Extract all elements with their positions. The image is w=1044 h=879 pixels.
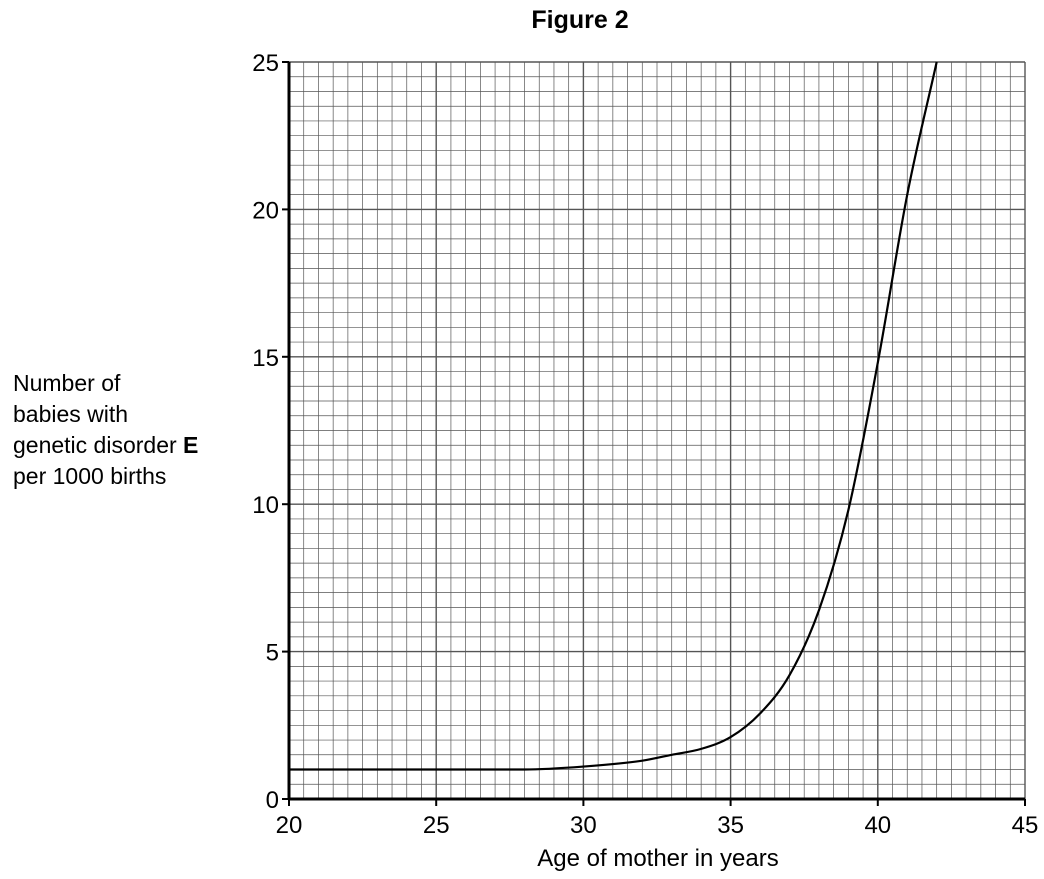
y-axis-label-line-4: per 1000 births (13, 463, 167, 489)
x-tick-label: 20 (276, 812, 303, 839)
grid-minor-lines (289, 62, 1025, 799)
y-axis-label-line-1: Number of (13, 370, 121, 396)
x-tick-label: 30 (570, 812, 597, 839)
y-tick-label: 15 (252, 345, 279, 372)
x-tick-label: 25 (423, 812, 450, 839)
y-tick-label: 0 (266, 787, 279, 814)
x-axis-label: Age of mother in years (537, 845, 779, 872)
axes (282, 61, 1026, 806)
y-tick-label: 25 (252, 50, 279, 77)
y-axis-label-line-3-text: genetic disorder (13, 432, 177, 458)
y-tick-label: 20 (252, 197, 279, 224)
y-tick-label: 10 (252, 492, 279, 519)
x-tick-label: 45 (1012, 812, 1039, 839)
grid-major-lines (288, 61, 1026, 800)
y-axis-label-line-2: babies with (13, 401, 129, 427)
y-tick-label: 5 (266, 640, 279, 667)
tick-labels: 20 25 30 35 40 45 0 5 10 15 20 25 (252, 50, 1038, 839)
chart-title: Figure 2 (531, 6, 629, 34)
y-axis-label-bold-letter: E (183, 432, 199, 458)
series-line (289, 61, 938, 771)
series-group (289, 61, 938, 771)
x-tick-label: 40 (864, 812, 891, 839)
y-axis-label: Number of babies with genetic disorder E… (13, 368, 198, 492)
x-tick-label: 35 (717, 812, 744, 839)
y-axis-label-line-3: genetic disorder E (13, 430, 198, 461)
